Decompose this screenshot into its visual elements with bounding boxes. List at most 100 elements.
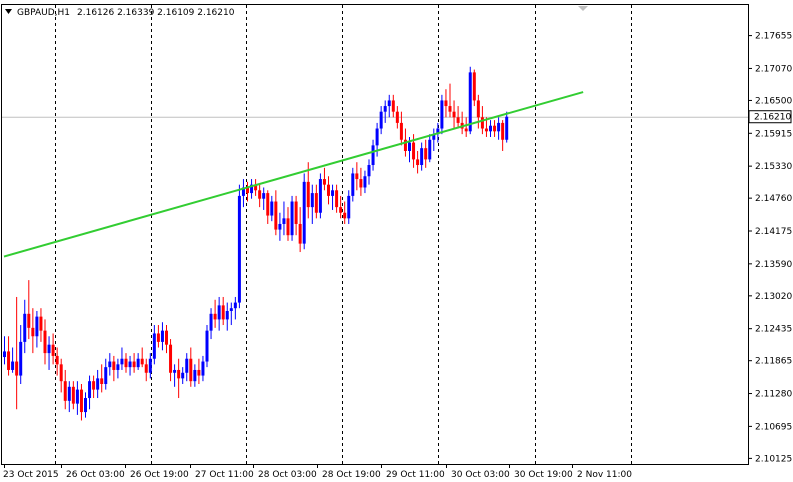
y-tick-label: 2.10125 bbox=[755, 454, 792, 464]
candle-body bbox=[156, 333, 160, 342]
y-tick-label: 2.15330 bbox=[755, 162, 792, 172]
y-tick-label: 2.13020 bbox=[755, 292, 792, 302]
candle-body bbox=[367, 165, 371, 177]
candle-body bbox=[468, 72, 472, 132]
candle-body bbox=[387, 100, 391, 107]
candle-body bbox=[424, 148, 428, 160]
candle-body bbox=[416, 159, 420, 166]
candle-body bbox=[169, 344, 173, 373]
candle-body bbox=[205, 330, 209, 362]
candle-body bbox=[331, 190, 335, 196]
candle-body bbox=[456, 117, 460, 123]
candle-body bbox=[229, 308, 233, 311]
candle-body bbox=[59, 364, 63, 382]
candle-body bbox=[306, 181, 310, 208]
candle-body bbox=[148, 358, 152, 373]
candle-body bbox=[452, 111, 456, 118]
candle-body bbox=[51, 344, 55, 356]
shift-marker-icon[interactable] bbox=[578, 6, 588, 11]
candle-body bbox=[343, 212, 347, 219]
candle-body bbox=[412, 142, 416, 160]
candle-body bbox=[152, 333, 156, 359]
candle-body bbox=[363, 176, 367, 188]
candle-body bbox=[160, 330, 164, 342]
candle-body bbox=[278, 223, 282, 230]
candle-body bbox=[55, 355, 59, 365]
candle-body bbox=[493, 125, 497, 132]
candle-body bbox=[177, 369, 181, 379]
y-tick-label: 2.11280 bbox=[755, 390, 792, 400]
candle-body bbox=[335, 190, 339, 208]
candle-body bbox=[47, 344, 51, 354]
trendline-line[interactable] bbox=[3, 91, 584, 258]
candle-body bbox=[15, 361, 19, 376]
trendline[interactable] bbox=[3, 91, 584, 258]
candle-body bbox=[391, 100, 395, 112]
candle-body bbox=[395, 111, 399, 123]
y-tick-label: 2.17070 bbox=[755, 64, 792, 74]
candle-body bbox=[213, 313, 217, 320]
candle-body bbox=[420, 148, 424, 166]
candle-body bbox=[96, 378, 100, 390]
y-tick-label: 2.13590 bbox=[755, 260, 792, 270]
candle-body bbox=[314, 193, 318, 213]
y-tick-label: 2.17655 bbox=[755, 32, 792, 42]
candle-body bbox=[104, 367, 108, 384]
candle-body bbox=[294, 201, 298, 224]
candle-body bbox=[274, 201, 278, 230]
candle-body bbox=[35, 316, 39, 337]
candle-body bbox=[399, 122, 403, 140]
candle-body bbox=[250, 184, 254, 194]
candle-body bbox=[11, 361, 15, 370]
candle-body bbox=[501, 122, 505, 140]
candle-body bbox=[310, 193, 314, 208]
candle-body bbox=[489, 125, 492, 132]
candle-body bbox=[484, 128, 488, 132]
candle-body bbox=[237, 195, 241, 303]
candle-body bbox=[108, 361, 112, 368]
candle-body bbox=[181, 372, 185, 379]
triangle-down-icon[interactable] bbox=[5, 9, 12, 14]
candle-body bbox=[302, 181, 306, 244]
candle-body bbox=[266, 193, 270, 216]
candle-body bbox=[27, 313, 31, 328]
candle-body bbox=[217, 305, 221, 320]
x-tick-label: 29 Oct 11:00 bbox=[386, 470, 445, 480]
x-tick-label: 28 Oct 03:00 bbox=[258, 470, 317, 480]
candle-body bbox=[209, 313, 213, 331]
candle-body bbox=[43, 330, 47, 354]
y-tick-label: 2.11865 bbox=[755, 357, 792, 367]
candle-body bbox=[262, 193, 266, 199]
candle-body bbox=[112, 361, 116, 370]
x-tick-label: 30 Oct 03:00 bbox=[451, 470, 510, 480]
candle-body bbox=[351, 173, 355, 196]
candle-body bbox=[436, 128, 440, 135]
candle-body bbox=[233, 302, 237, 309]
plot-frame bbox=[1, 4, 749, 465]
candle-body bbox=[408, 142, 411, 151]
candle-body bbox=[282, 218, 286, 224]
candle-body bbox=[403, 139, 407, 151]
candle-body bbox=[67, 386, 71, 401]
candle-body bbox=[124, 358, 128, 368]
candle-body bbox=[290, 201, 294, 236]
x-tick-label: 26 Oct 19:00 bbox=[130, 470, 189, 480]
candle-body bbox=[63, 381, 67, 401]
candle-body bbox=[476, 100, 480, 118]
x-tick-label: 30 Oct 19:00 bbox=[514, 470, 573, 480]
x-tick-label: 26 Oct 03:00 bbox=[66, 470, 125, 480]
candle-body bbox=[359, 179, 363, 188]
candle-body bbox=[136, 358, 140, 368]
candle-body bbox=[173, 369, 177, 373]
ohlc-values: 2.16126 2.16339 2.16109 2.16210 bbox=[77, 8, 235, 18]
candle-body bbox=[241, 187, 245, 196]
candles bbox=[3, 66, 509, 421]
candle-body bbox=[7, 351, 11, 370]
y-tick-label: 2.14760 bbox=[755, 194, 792, 204]
symbol-label: GBPAUD,H1 bbox=[17, 8, 70, 18]
candle-body bbox=[128, 361, 132, 368]
candle-body bbox=[298, 223, 302, 244]
candle-body bbox=[440, 100, 444, 129]
candle-body bbox=[19, 341, 23, 376]
